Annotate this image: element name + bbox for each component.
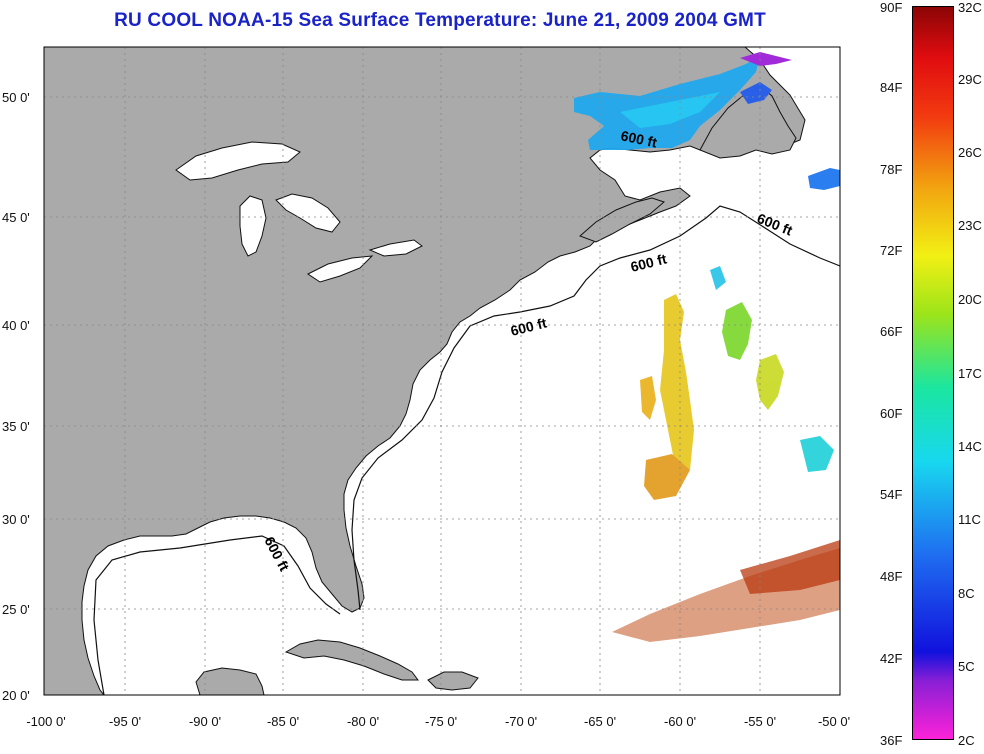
colorbar-f-label: 90F — [880, 0, 903, 15]
colorbar-c-label: 23C — [958, 218, 982, 233]
colorbar-c-label: 17C — [958, 366, 982, 381]
contour-600ft — [93, 205, 840, 695]
great-lakes — [175, 141, 423, 283]
lat-lon-grid — [44, 47, 840, 695]
lon-tick: -50 0' — [817, 714, 851, 729]
colorbar-c-label: 2C — [958, 733, 975, 748]
colorbar-c-label: 5C — [958, 659, 975, 674]
lon-tick: -65 0' — [583, 714, 617, 729]
lon-tick: -75 0' — [424, 714, 458, 729]
lon-tick: -80 0' — [346, 714, 380, 729]
colorbar-f-label: 48F — [880, 569, 903, 584]
colorbar-f-label: 60F — [880, 406, 903, 421]
lat-tick: 40 0' — [2, 318, 30, 333]
land-newfoundland — [699, 85, 797, 159]
colorbar-c-label: 32C — [958, 0, 982, 15]
lat-tick: 45 0' — [2, 210, 30, 225]
lon-tick: -85 0' — [266, 714, 300, 729]
lon-tick: -100 0' — [26, 714, 66, 729]
land-yucatan — [195, 667, 265, 695]
colorbar-f-label: 36F — [880, 733, 903, 748]
lon-tick: -70 0' — [504, 714, 538, 729]
colorbar-f-label: 78F — [880, 162, 903, 177]
colorbar-f-label: 54F — [880, 487, 903, 502]
sst-st-lawrence — [574, 52, 840, 190]
colorbar — [912, 6, 954, 740]
land-nova-scotia — [579, 197, 665, 243]
map-frame — [43, 46, 841, 696]
colorbar-c-label: 11C — [958, 512, 981, 527]
colorbar-f-label: 84F — [880, 80, 903, 95]
colorbar-gradient — [912, 6, 954, 740]
map-title: RU COOL NOAA-15 Sea Surface Temperature:… — [114, 10, 766, 31]
lat-tick: 50 0' — [2, 90, 30, 105]
lat-tick: 20 0' — [2, 688, 30, 703]
colorbar-c-label: 14C — [958, 439, 982, 454]
sst-midatlantic — [640, 266, 834, 500]
land-hispaniola — [427, 671, 479, 691]
colorbar-c-label: 26C — [958, 145, 982, 160]
land-cuba — [284, 639, 419, 681]
lon-tick: -90 0' — [188, 714, 222, 729]
colorbar-c-label: 8C — [958, 586, 975, 601]
lon-tick: -95 0' — [108, 714, 142, 729]
lat-tick: 25 0' — [2, 602, 30, 617]
contour-label: 600 ft — [619, 127, 658, 150]
lon-tick: -60 0' — [663, 714, 697, 729]
colorbar-f-label: 72F — [880, 243, 903, 258]
colorbar-f-label: 42F — [880, 651, 903, 666]
lat-tick: 35 0' — [2, 419, 30, 434]
colorbar-c-label: 29C — [958, 72, 982, 87]
colorbar-f-label: 66F — [880, 324, 903, 339]
lat-tick: 30 0' — [2, 512, 30, 527]
sst-warm-band — [612, 540, 840, 642]
colorbar-c-label: 20C — [958, 292, 982, 307]
lon-tick: -55 0' — [743, 714, 777, 729]
